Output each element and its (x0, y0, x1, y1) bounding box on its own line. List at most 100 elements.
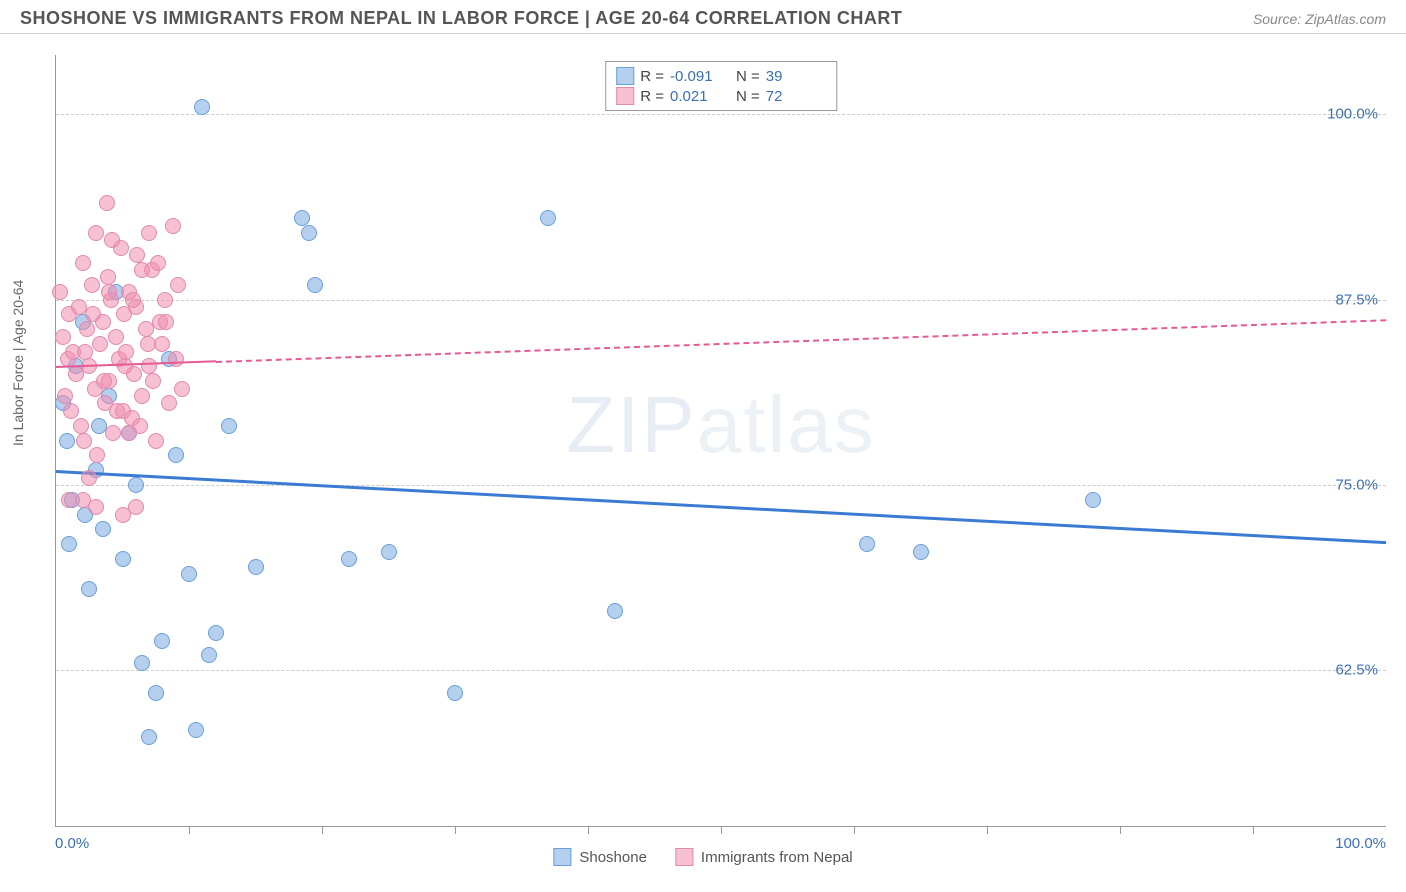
data-point (73, 418, 89, 434)
legend-swatch (675, 848, 693, 866)
stats-legend: R =-0.091N =39R =0.021N =72 (605, 61, 837, 111)
data-point (63, 403, 79, 419)
data-point (168, 351, 184, 367)
data-point (105, 425, 121, 441)
data-point (128, 499, 144, 515)
data-point (134, 655, 150, 671)
trend-line (56, 470, 1386, 544)
data-point (859, 536, 875, 552)
trend-line (216, 319, 1386, 363)
data-point (145, 373, 161, 389)
data-point (125, 292, 141, 308)
data-point (148, 433, 164, 449)
gridline (56, 670, 1386, 671)
data-point (92, 336, 108, 352)
data-point (913, 544, 929, 560)
data-point (52, 284, 68, 300)
y-tick-label: 100.0% (1327, 106, 1378, 123)
data-point (221, 418, 237, 434)
legend-item: Immigrants from Nepal (675, 848, 853, 866)
data-point (59, 433, 75, 449)
data-point (91, 418, 107, 434)
legend-item: Shoshone (553, 848, 647, 866)
x-axis-max-label: 100.0% (1335, 835, 1386, 852)
x-tick (1120, 826, 1121, 834)
x-tick (455, 826, 456, 834)
data-point (188, 722, 204, 738)
data-point (81, 470, 97, 486)
data-point (150, 255, 166, 271)
data-point (181, 566, 197, 582)
r-label: R = (640, 88, 664, 105)
data-point (141, 729, 157, 745)
r-value: -0.091 (670, 68, 730, 85)
data-point (161, 395, 177, 411)
r-label: R = (640, 68, 664, 85)
gridline (56, 300, 1386, 301)
data-point (76, 433, 92, 449)
gridline (56, 485, 1386, 486)
n-label: N = (736, 68, 760, 85)
data-point (96, 373, 112, 389)
data-point (109, 403, 125, 419)
data-point (248, 559, 264, 575)
legend-swatch (616, 87, 634, 105)
data-point (170, 277, 186, 293)
data-point (381, 544, 397, 560)
x-tick (322, 826, 323, 834)
data-point (1085, 492, 1101, 508)
data-point (141, 358, 157, 374)
x-tick (189, 826, 190, 834)
x-tick (854, 826, 855, 834)
data-point (77, 344, 93, 360)
data-point (341, 551, 357, 567)
data-point (194, 99, 210, 115)
r-value: 0.021 (670, 88, 730, 105)
legend-swatch (553, 848, 571, 866)
data-point (88, 225, 104, 241)
x-axis-min-label: 0.0% (55, 835, 89, 852)
data-point (128, 477, 144, 493)
data-point (301, 225, 317, 241)
n-label: N = (736, 88, 760, 105)
data-point (154, 336, 170, 352)
data-point (201, 647, 217, 663)
series-legend: Shoshone Immigrants from Nepal (553, 848, 852, 866)
y-axis-title: In Labor Force | Age 20-64 (10, 280, 26, 446)
data-point (132, 418, 148, 434)
legend-label: Immigrants from Nepal (701, 849, 853, 866)
data-point (168, 447, 184, 463)
data-point (154, 633, 170, 649)
data-point (61, 492, 77, 508)
data-point (148, 685, 164, 701)
data-point (95, 521, 111, 537)
legend-label: Shoshone (579, 849, 647, 866)
x-tick (721, 826, 722, 834)
data-point (307, 277, 323, 293)
data-point (607, 603, 623, 619)
data-point (79, 321, 95, 337)
data-point (99, 195, 115, 211)
gridline (56, 114, 1386, 115)
data-point (129, 247, 145, 263)
data-point (71, 299, 87, 315)
data-point (118, 344, 134, 360)
y-tick-label: 75.0% (1335, 476, 1378, 493)
stats-legend-row: R =-0.091N =39 (616, 66, 826, 86)
data-point (134, 388, 150, 404)
data-point (75, 255, 91, 271)
data-point (447, 685, 463, 701)
data-point (81, 581, 97, 597)
data-point (117, 358, 133, 374)
data-point (140, 336, 156, 352)
data-point (55, 329, 71, 345)
chart-plot-area: ZIPatlas R =-0.091N =39R =0.021N =72 100… (55, 55, 1386, 827)
data-point (165, 218, 181, 234)
data-point (108, 329, 124, 345)
n-value: 72 (766, 88, 826, 105)
data-point (540, 210, 556, 226)
watermark: ZIPatlas (566, 379, 875, 471)
x-tick (987, 826, 988, 834)
data-point (157, 292, 173, 308)
data-point (84, 277, 100, 293)
